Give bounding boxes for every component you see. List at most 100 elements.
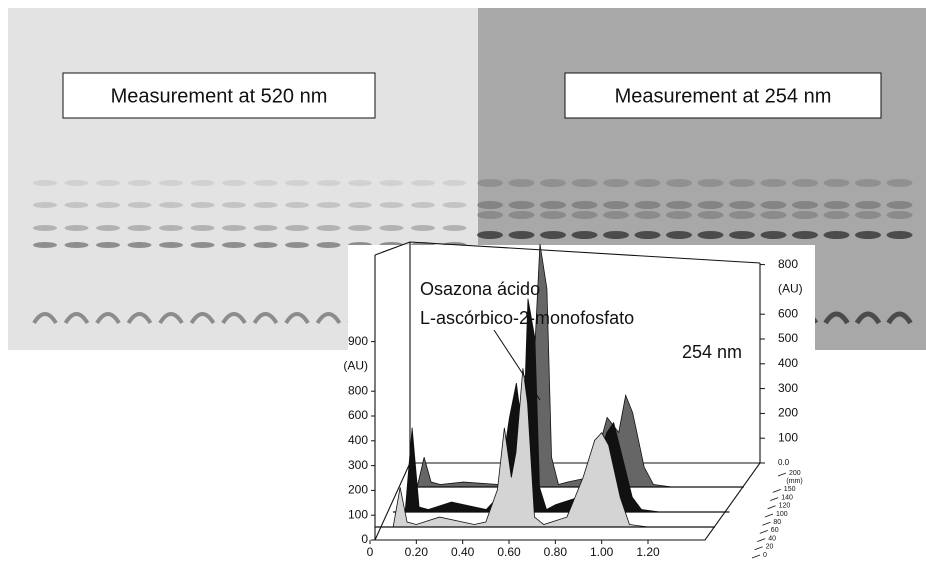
band bbox=[222, 202, 246, 208]
band bbox=[855, 201, 881, 209]
band bbox=[855, 179, 881, 187]
band bbox=[823, 211, 850, 219]
band bbox=[442, 180, 467, 186]
band bbox=[886, 231, 913, 239]
band bbox=[477, 231, 503, 239]
band bbox=[603, 201, 629, 209]
annotation: Osazona ácido bbox=[420, 279, 540, 299]
band bbox=[697, 211, 724, 219]
band bbox=[760, 179, 787, 187]
band bbox=[127, 180, 152, 186]
band bbox=[316, 180, 341, 186]
band bbox=[64, 180, 89, 186]
band bbox=[222, 180, 246, 186]
x-tick-label: 1.20 bbox=[636, 545, 660, 559]
spot bbox=[158, 312, 184, 325]
band bbox=[792, 211, 818, 219]
z-tick bbox=[757, 538, 766, 542]
y-tick-label: 400 bbox=[348, 433, 368, 447]
band bbox=[285, 202, 309, 208]
band bbox=[508, 201, 535, 209]
band bbox=[823, 179, 850, 187]
band bbox=[190, 202, 215, 208]
x-tick-label: 0.60 bbox=[497, 545, 521, 559]
z-tick bbox=[759, 530, 768, 534]
z-tick-label: 20 bbox=[766, 544, 774, 551]
band bbox=[540, 179, 566, 187]
y2-tick-label: 400 bbox=[778, 356, 798, 370]
band bbox=[379, 225, 404, 231]
band bbox=[96, 242, 120, 248]
y2-tick-label: 100 bbox=[778, 430, 798, 444]
spot bbox=[252, 312, 279, 325]
band bbox=[571, 179, 598, 187]
band bbox=[508, 231, 535, 239]
band bbox=[697, 179, 724, 187]
annotation: 254 nm bbox=[682, 342, 742, 362]
band bbox=[634, 201, 661, 209]
z-tick-label: 120 bbox=[779, 503, 791, 510]
band bbox=[159, 225, 183, 231]
spot bbox=[284, 312, 310, 325]
band bbox=[886, 211, 913, 219]
z-tick bbox=[767, 505, 776, 510]
band bbox=[792, 201, 818, 209]
y2-tick-label: 300 bbox=[778, 381, 798, 395]
band bbox=[159, 202, 183, 208]
band bbox=[285, 225, 309, 231]
band bbox=[411, 225, 435, 231]
band bbox=[666, 211, 692, 219]
z-tick-label: 140 bbox=[781, 494, 793, 501]
band bbox=[508, 211, 535, 219]
plate-label: Measurement at 254 nm bbox=[615, 85, 832, 107]
band bbox=[760, 201, 787, 209]
band bbox=[285, 180, 309, 186]
band bbox=[603, 211, 629, 219]
band bbox=[316, 225, 341, 231]
band bbox=[348, 180, 372, 186]
band bbox=[855, 231, 881, 239]
band bbox=[540, 201, 566, 209]
y2-tick-label: 500 bbox=[778, 331, 798, 345]
profile-area bbox=[392, 368, 649, 528]
spot bbox=[886, 311, 913, 325]
z-tick-label: 100 bbox=[776, 511, 788, 518]
band bbox=[603, 179, 629, 187]
band bbox=[729, 201, 755, 209]
band bbox=[190, 242, 215, 248]
y2-tick-label: 800 bbox=[778, 257, 798, 271]
band bbox=[64, 202, 89, 208]
band bbox=[411, 180, 435, 186]
band bbox=[634, 231, 661, 239]
z-tick-label: 80 bbox=[773, 519, 781, 526]
z-tick bbox=[772, 489, 781, 493]
band bbox=[253, 180, 278, 186]
z-tick-label: 0 bbox=[763, 552, 767, 559]
band bbox=[729, 211, 755, 219]
band bbox=[571, 211, 598, 219]
band bbox=[190, 225, 215, 231]
band bbox=[442, 202, 467, 208]
band bbox=[855, 211, 881, 219]
band bbox=[348, 202, 372, 208]
band bbox=[697, 231, 724, 239]
spot bbox=[315, 312, 342, 325]
spot bbox=[221, 312, 247, 325]
z-tick bbox=[770, 497, 779, 501]
band bbox=[760, 211, 787, 219]
band bbox=[823, 201, 850, 209]
y2-tick-label: 200 bbox=[778, 406, 798, 420]
band bbox=[634, 211, 661, 219]
band bbox=[886, 179, 913, 187]
z-tick-label: 60 bbox=[771, 527, 779, 534]
spot bbox=[32, 312, 58, 325]
band bbox=[159, 180, 183, 186]
z-tick bbox=[754, 546, 763, 551]
band bbox=[253, 242, 278, 248]
z-tick bbox=[777, 472, 787, 477]
band bbox=[190, 180, 215, 186]
y-tick-label: 600 bbox=[348, 408, 368, 422]
spot bbox=[189, 312, 216, 325]
plate-label: Measurement at 520 nm bbox=[111, 85, 328, 107]
z-unit: (mm) bbox=[786, 478, 802, 485]
